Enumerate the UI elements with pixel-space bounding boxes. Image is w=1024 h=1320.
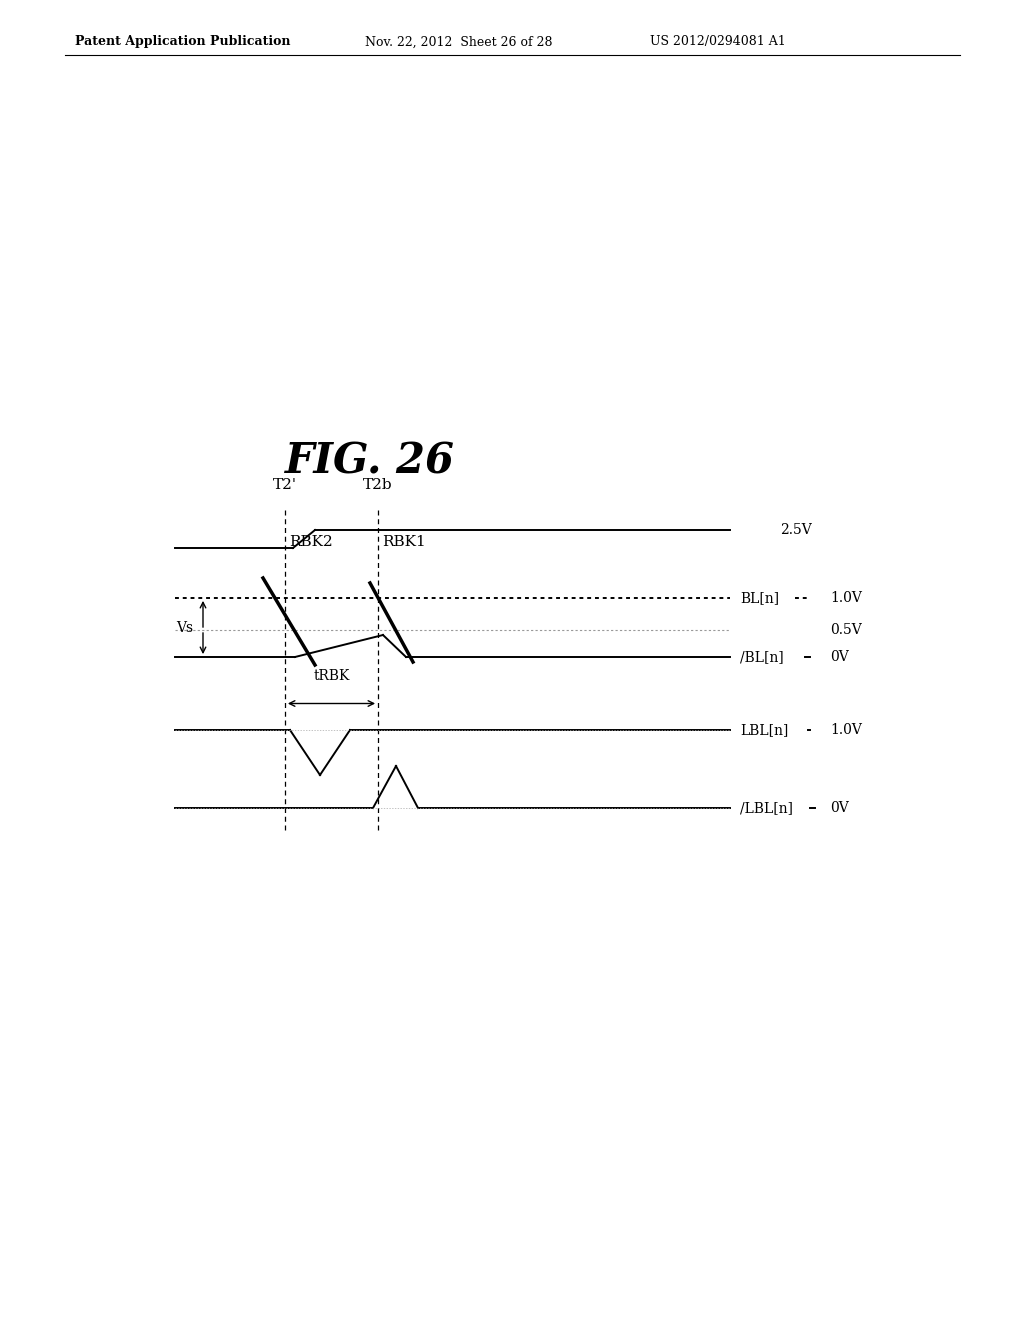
Text: Patent Application Publication: Patent Application Publication [75, 36, 291, 49]
Text: /BL[n]: /BL[n] [740, 649, 783, 664]
Text: FIG. 26: FIG. 26 [285, 441, 455, 483]
Text: Vs: Vs [176, 620, 194, 635]
Text: T2b: T2b [364, 478, 393, 492]
Text: tRBK: tRBK [313, 669, 349, 684]
Text: 1.0V: 1.0V [830, 591, 862, 605]
Text: US 2012/0294081 A1: US 2012/0294081 A1 [650, 36, 785, 49]
Text: 1.0V: 1.0V [830, 723, 862, 737]
Text: Nov. 22, 2012  Sheet 26 of 28: Nov. 22, 2012 Sheet 26 of 28 [365, 36, 553, 49]
Text: RBK1: RBK1 [382, 535, 426, 549]
Text: 0.5V: 0.5V [830, 623, 862, 638]
Text: T2': T2' [273, 478, 297, 492]
Text: /LBL[n]: /LBL[n] [740, 801, 793, 814]
Text: 0V: 0V [830, 801, 849, 814]
Text: 0V: 0V [830, 649, 849, 664]
Text: LBL[n]: LBL[n] [740, 723, 788, 737]
Text: 2.5V: 2.5V [780, 523, 812, 537]
Text: BL[n]: BL[n] [740, 591, 779, 605]
Text: RBK2: RBK2 [289, 535, 333, 549]
